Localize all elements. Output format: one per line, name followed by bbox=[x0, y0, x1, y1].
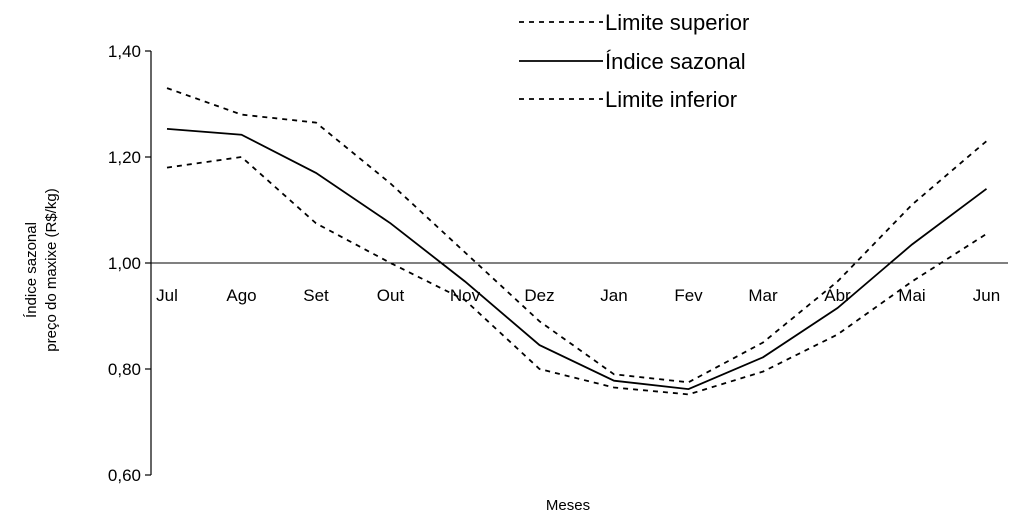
x-tick-label: Mar bbox=[748, 286, 778, 305]
x-tick-label: Dez bbox=[524, 286, 554, 305]
legend-label-3: Limite inferior bbox=[605, 87, 737, 112]
series-group bbox=[166, 87, 988, 396]
legend-label-1: Limite superior bbox=[605, 10, 749, 35]
x-tick-label: Jul bbox=[156, 286, 178, 305]
x-tick-label: Fev bbox=[674, 286, 703, 305]
x-tick-label: Out bbox=[377, 286, 405, 305]
legend: Limite superior Índice sazonal Limite infe… bbox=[519, 10, 749, 112]
y-tick-label: 0,80 bbox=[108, 360, 141, 379]
x-tick-label: Set bbox=[303, 286, 329, 305]
x-tick-label: Abr bbox=[824, 286, 851, 305]
x-tick-label: Mai bbox=[898, 286, 925, 305]
legend-label-2: Índice sazonal bbox=[605, 49, 746, 74]
axes bbox=[145, 50, 152, 476]
labels-group: 0,60 0,80 1,00 1,20 1,40 Jul Ago Set Out Nov Dez Ja… bbox=[23, 42, 1000, 514]
x-tick-label: Ago bbox=[226, 286, 256, 305]
series-line-2 bbox=[166, 128, 988, 391]
y-tick-label: 1,00 bbox=[108, 254, 141, 273]
series-line-1 bbox=[166, 87, 988, 384]
x-tick-label: Jun bbox=[973, 286, 1000, 305]
y-tick-label: 1,40 bbox=[108, 42, 141, 61]
y-axis-title-line-2: preço do maxixe (R$/kg) bbox=[43, 188, 60, 351]
x-tick-label: Jan bbox=[600, 286, 627, 305]
y-tick-label: 0,60 bbox=[108, 466, 141, 485]
x-tick-label: Nov bbox=[450, 286, 481, 305]
y-tick-label: 1,20 bbox=[108, 148, 141, 167]
y-axis-title-line-1: Índice sazonal bbox=[23, 222, 40, 318]
x-axis-title: Meses bbox=[546, 497, 590, 514]
series-line-3 bbox=[166, 156, 987, 396]
